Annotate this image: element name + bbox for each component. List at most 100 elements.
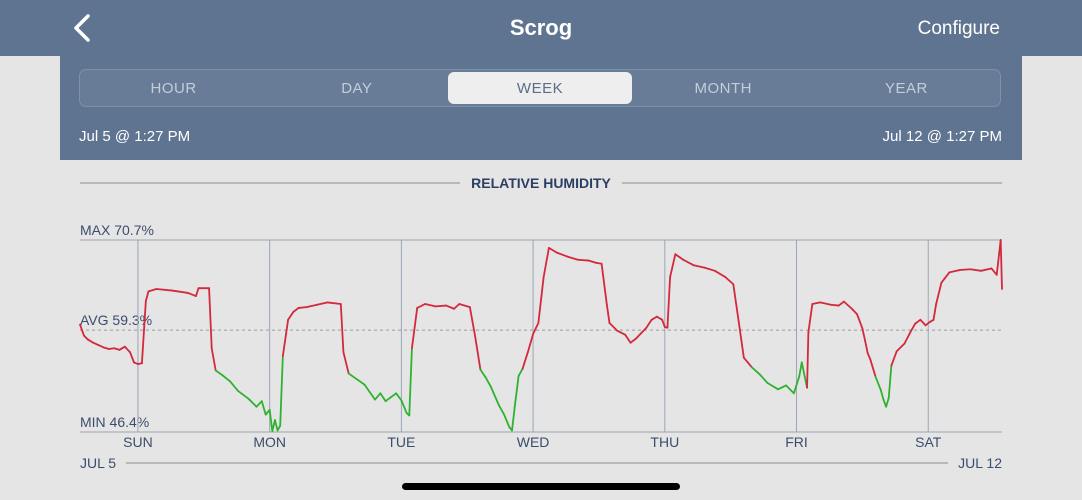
series-segment [326,301,342,305]
back-button[interactable] [62,8,102,48]
series-segment [274,419,279,432]
series-segment [792,375,801,395]
series-segment [903,332,911,345]
series-segment [958,268,972,271]
series-segment [210,347,217,372]
series-segment [497,404,506,416]
series-segment [879,389,885,401]
start-date-label: JUL 5 [80,455,116,471]
series-segment [363,383,376,401]
series-segment [237,390,250,400]
series-segment [742,356,753,369]
series-segment [118,345,126,351]
series-segment [379,392,387,403]
series-segment [155,288,174,292]
series-segment [843,300,853,310]
configure-button[interactable]: Configure [917,18,1000,39]
day-label-thu: THU [650,434,679,450]
series-segment [713,269,727,279]
series-segment [629,337,637,344]
series-segment [453,303,461,310]
series-segment [479,368,487,379]
series-segment [195,287,200,297]
series-segment [214,369,224,377]
series-segment [484,376,492,388]
series-segment [287,311,295,321]
series-segment [634,332,643,340]
series-segment [682,258,695,267]
tab-week[interactable]: WEEK [448,72,632,104]
series-segment [624,333,632,344]
series-segment [666,276,671,329]
series-segment [800,361,808,389]
series-segment [297,306,308,309]
series-segment [798,361,803,378]
series-segment [999,239,1003,290]
series-segment [980,267,993,272]
series-segment [513,375,520,409]
day-label-sun: SUN [123,434,153,450]
series-segment [566,255,579,261]
range-panel: HOUR DAY WEEK MONTH YEAR Jul 5 @ 1:27 PM… [60,56,1022,160]
series-segment [940,271,951,284]
series-segment [87,338,95,344]
series-segment [221,374,232,383]
series-segment [384,396,392,403]
home-indicator [402,483,680,490]
series-segment [948,269,961,274]
series-segment [279,355,284,427]
day-label-mon: MON [253,434,286,450]
chart-title: RELATIVE HUMIDITY [471,175,611,191]
series-segment [400,399,408,414]
tab-day[interactable]: DAY [341,79,373,97]
series-segment [208,287,213,350]
tab-hour[interactable]: HOUR [150,79,197,97]
series-segment [890,350,898,367]
series-segment [829,303,840,307]
series-segment [885,397,890,408]
series-segment [661,318,666,328]
series-segment [355,378,366,386]
series-segment [542,247,550,279]
chevron-left-icon [74,14,90,42]
series-segment [640,326,648,335]
series-segment [656,315,664,321]
series-segment [587,259,598,264]
series-segment [806,331,810,389]
series-segment [517,367,524,377]
tab-month[interactable]: MONTH [694,79,752,97]
series-segment [347,372,358,380]
range-start: Jul 5 @ 1:27 PM [79,128,191,145]
series-segment [548,247,558,254]
series-segment [526,333,534,354]
series-segment [316,301,329,306]
series-segment [408,347,413,417]
series-segment [503,413,511,429]
series-segment [869,358,877,378]
series-segment [129,351,135,364]
series-segment [777,384,787,391]
min-label: MIN 46.4% [80,414,149,430]
series-segment [532,322,540,335]
series-segment [416,303,426,309]
series-segment [576,258,590,262]
series-segment [268,408,274,433]
series-segment [750,366,761,376]
series-segment [511,406,516,432]
series-segment [850,307,859,316]
series-segment [766,382,779,391]
series-segment [97,344,105,349]
series-segment [424,303,437,308]
series-segment [645,318,653,329]
tab-year[interactable]: YEAR [884,79,928,97]
series-segment [247,397,258,408]
series-segment [292,307,300,313]
series-segment [616,329,627,336]
series-segment [935,281,943,305]
series-segment [811,301,822,305]
series-segment [732,283,740,322]
time-range-tabs: HOUR DAY WEEK MONTH YEAR [79,69,1001,107]
series-segment [895,342,906,353]
series-segment [490,386,500,407]
series-segment [864,339,869,354]
